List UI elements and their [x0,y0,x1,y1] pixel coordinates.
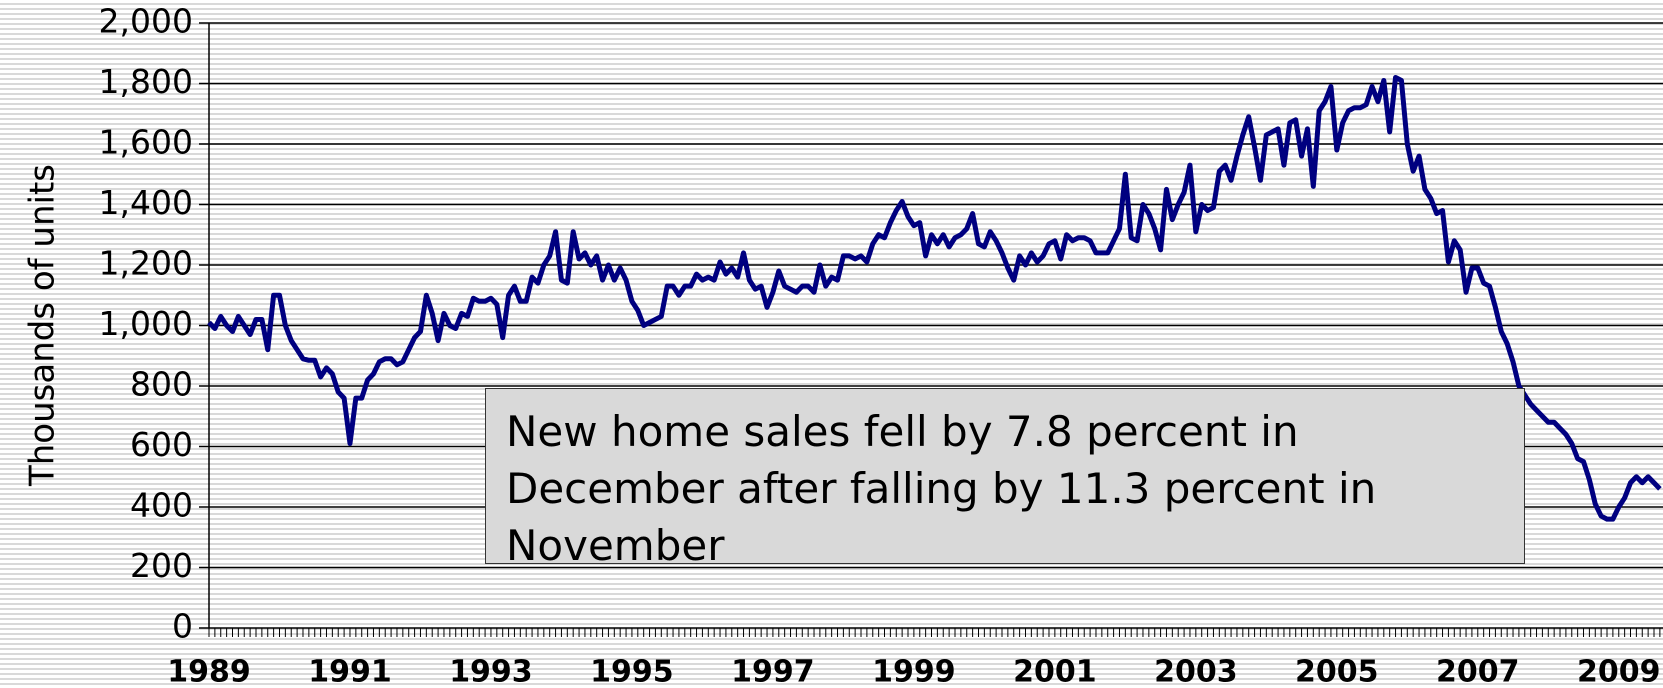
y-tick-label: 200 [130,546,193,585]
x-tick-label: 2009 [1577,655,1661,688]
y-tick-label: 800 [130,365,193,404]
x-tick-label: 1999 [872,655,956,688]
y-tick-label: 400 [130,486,193,525]
x-tick-label: 1995 [590,655,674,688]
x-tick-label: 2005 [1295,655,1379,688]
y-tick-label: 1,000 [99,304,193,343]
x-tick-label: 1991 [308,655,392,688]
x-tick-label: 1993 [449,655,533,688]
x-tick-label: 1989 [167,655,251,688]
x-tick-label: 2001 [1013,655,1097,688]
x-tick-label: 1997 [731,655,815,688]
x-tick-label: 2003 [1154,655,1238,688]
y-tick-label: 2,000 [99,2,193,41]
annotation: New home sales fell by 7.8 percent in De… [485,388,1525,570]
y-axis-title: Thousands of units [23,164,63,487]
y-tick-label: 1,200 [99,244,193,283]
y-tick-label: 1,800 [99,62,193,101]
y-tick-label: 600 [130,425,193,464]
x-tick-label: 2007 [1436,655,1520,688]
y-tick-label: 1,600 [99,123,193,162]
y-tick-label: 1,400 [99,183,193,222]
y-tick-label: 0 [172,607,193,646]
data-line [207,74,1662,522]
